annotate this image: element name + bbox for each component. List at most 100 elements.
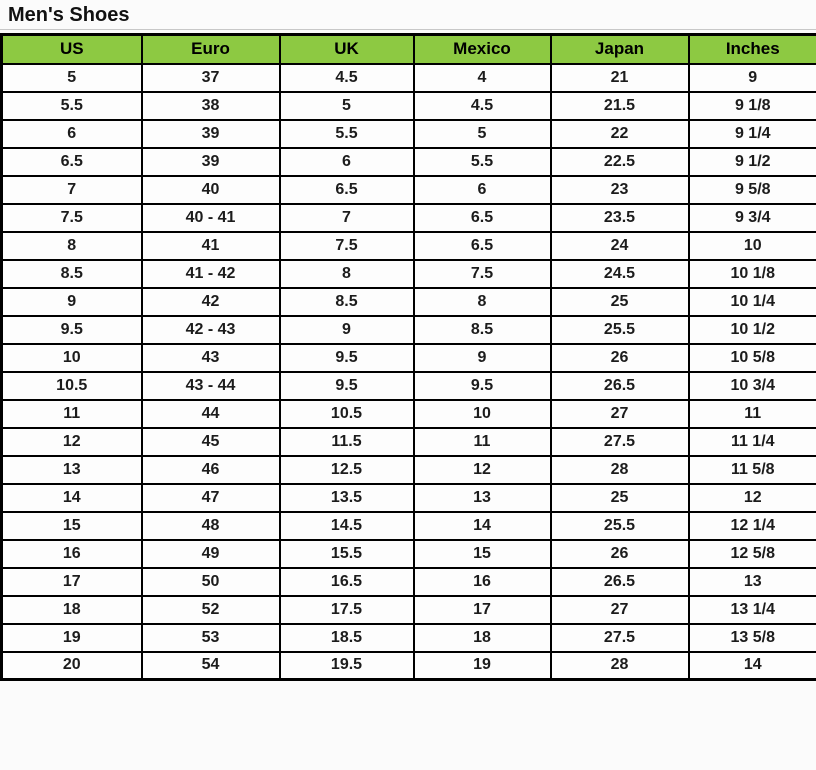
table-cell: 6.5 bbox=[278, 174, 415, 205]
table-cell: 24 bbox=[549, 230, 690, 261]
table-cell: 41 - 42 bbox=[140, 258, 281, 289]
table-row: 8 41 7.5 6.5 24 10 bbox=[0, 230, 816, 261]
table-cell: 9 5/8 bbox=[687, 174, 816, 205]
table-cell: 5 bbox=[278, 90, 415, 121]
table-cell: 41 bbox=[140, 230, 281, 261]
table-cell: 9 1/2 bbox=[687, 146, 816, 177]
table-cell: 8.5 bbox=[412, 314, 552, 345]
table-cell: 9.5 bbox=[278, 370, 415, 401]
table-cell: 10.5 bbox=[0, 370, 143, 401]
column-header-inches: Inches bbox=[687, 33, 816, 65]
table-cell: 20 bbox=[0, 650, 143, 681]
table-cell: 27 bbox=[549, 398, 690, 429]
table-cell: 12 bbox=[687, 482, 816, 513]
table-cell: 13 5/8 bbox=[687, 622, 816, 653]
table-cell: 10 bbox=[0, 342, 143, 373]
table-cell: 18 bbox=[412, 622, 552, 653]
table-cell: 9 1/4 bbox=[687, 118, 816, 149]
table-cell: 38 bbox=[140, 90, 281, 121]
table-cell: 10 bbox=[412, 398, 552, 429]
table-row: 10 43 9.5 9 26 10 5/8 bbox=[0, 342, 816, 373]
table-row: 12 45 11.5 11 27.5 11 1/4 bbox=[0, 426, 816, 457]
table-cell: 12 bbox=[0, 426, 143, 457]
table-cell: 5.5 bbox=[412, 146, 552, 177]
column-header-uk: UK bbox=[278, 33, 415, 65]
table-cell: 5.5 bbox=[278, 118, 415, 149]
table-cell: 23 bbox=[549, 174, 690, 205]
table-row: 7 40 6.5 6 23 9 5/8 bbox=[0, 174, 816, 205]
column-header-euro: Euro bbox=[140, 33, 281, 65]
table-cell: 6 bbox=[0, 118, 143, 149]
table-cell: 17 bbox=[412, 594, 552, 625]
table-row: 9 42 8.5 8 25 10 1/4 bbox=[0, 286, 816, 317]
table-cell: 25.5 bbox=[549, 314, 690, 345]
table-cell: 10 1/2 bbox=[687, 314, 816, 345]
table-row: 14 47 13.5 13 25 12 bbox=[0, 482, 816, 513]
table-row: 5.5 38 5 4.5 21.5 9 1/8 bbox=[0, 90, 816, 121]
table-cell: 8 bbox=[278, 258, 415, 289]
table-cell: 24.5 bbox=[549, 258, 690, 289]
table-cell: 9.5 bbox=[412, 370, 552, 401]
table-cell: 40 - 41 bbox=[140, 202, 281, 233]
table-cell: 13 bbox=[687, 566, 816, 597]
table-cell: 39 bbox=[140, 118, 281, 149]
table-cell: 15.5 bbox=[278, 538, 415, 569]
table-cell: 28 bbox=[549, 454, 690, 485]
table-cell: 10 bbox=[687, 230, 816, 261]
table-row: 15 48 14.5 14 25.5 12 1/4 bbox=[0, 510, 816, 541]
shoe-size-table: US Euro UK Mexico Japan Inches 5 37 4.5 4 21 9 5.5 3… bbox=[0, 33, 816, 681]
table-row: 19 53 18.5 18 27.5 13 5/8 bbox=[0, 622, 816, 653]
table-row: 5 37 4.5 4 21 9 bbox=[0, 62, 816, 93]
table-cell: 5 bbox=[0, 62, 143, 93]
table-cell: 48 bbox=[140, 510, 281, 541]
table-cell: 22 bbox=[549, 118, 690, 149]
table-row: 10.5 43 - 44 9.5 9.5 26.5 10 3/4 bbox=[0, 370, 816, 401]
table-cell: 45 bbox=[140, 426, 281, 457]
table-cell: 5.5 bbox=[0, 90, 143, 121]
table-cell: 22.5 bbox=[549, 146, 690, 177]
table-cell: 52 bbox=[140, 594, 281, 625]
table-cell: 13 1/4 bbox=[687, 594, 816, 625]
table-cell: 27 bbox=[549, 594, 690, 625]
table-cell: 10 3/4 bbox=[687, 370, 816, 401]
table-cell: 16 bbox=[0, 538, 143, 569]
table-cell: 27.5 bbox=[549, 622, 690, 653]
table-cell: 9 bbox=[278, 314, 415, 345]
table-cell: 11 bbox=[687, 398, 816, 429]
table-cell: 6.5 bbox=[0, 146, 143, 177]
table-cell: 8 bbox=[0, 230, 143, 261]
table-cell: 11 bbox=[0, 398, 143, 429]
table-cell: 44 bbox=[140, 398, 281, 429]
table-cell: 11 1/4 bbox=[687, 426, 816, 457]
table-cell: 16 bbox=[412, 566, 552, 597]
table-cell: 26 bbox=[549, 342, 690, 373]
table-cell: 7 bbox=[278, 202, 415, 233]
column-header-japan: Japan bbox=[549, 33, 690, 65]
table-cell: 15 bbox=[0, 510, 143, 541]
table-cell: 9 3/4 bbox=[687, 202, 816, 233]
table-row: 9.5 42 - 43 9 8.5 25.5 10 1/2 bbox=[0, 314, 816, 345]
table-cell: 18.5 bbox=[278, 622, 415, 653]
table-cell: 21.5 bbox=[549, 90, 690, 121]
table-cell: 10 1/8 bbox=[687, 258, 816, 289]
table-row: 20 54 19.5 19 28 14 bbox=[0, 650, 816, 681]
table-cell: 26.5 bbox=[549, 370, 690, 401]
table-cell: 13 bbox=[0, 454, 143, 485]
table-cell: 8.5 bbox=[278, 286, 415, 317]
table-cell: 18 bbox=[0, 594, 143, 625]
table-cell: 9.5 bbox=[278, 342, 415, 373]
table-cell: 9.5 bbox=[0, 314, 143, 345]
table-body: 5 37 4.5 4 21 9 5.5 38 5 4.5 21.5 9 1/8 6 39 5.5 5 22 9 1… bbox=[0, 62, 816, 681]
table-cell: 9 bbox=[0, 286, 143, 317]
table-cell: 19.5 bbox=[278, 650, 415, 681]
table-cell: 11 5/8 bbox=[687, 454, 816, 485]
table-cell: 25 bbox=[549, 286, 690, 317]
table-row: 17 50 16.5 16 26.5 13 bbox=[0, 566, 816, 597]
column-header-mexico: Mexico bbox=[412, 33, 552, 65]
table-cell: 9 bbox=[687, 62, 816, 93]
table-row: 16 49 15.5 15 26 12 5/8 bbox=[0, 538, 816, 569]
table-row: 8.5 41 - 42 8 7.5 24.5 10 1/8 bbox=[0, 258, 816, 289]
title-divider bbox=[0, 29, 816, 30]
table-cell: 9 bbox=[412, 342, 552, 373]
table-row: 6.5 39 6 5.5 22.5 9 1/2 bbox=[0, 146, 816, 177]
